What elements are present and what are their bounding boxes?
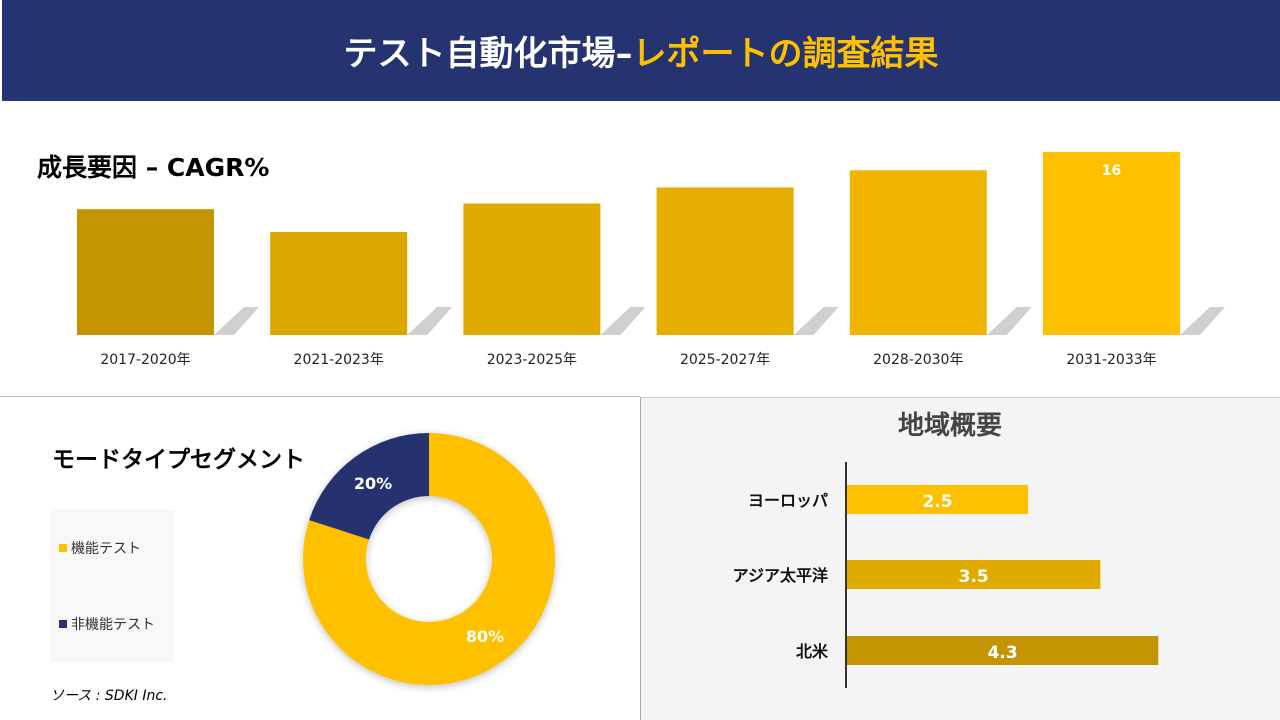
x-tick-label: 2023-2025年 (487, 352, 577, 368)
x-tick-label: 2021-2023年 (294, 352, 384, 368)
region-bar (847, 636, 1159, 665)
legend-swatch (59, 544, 67, 552)
source-note: ソース : SDKI Inc. (50, 688, 168, 704)
bar-data-label: 2.5 (922, 492, 952, 512)
x-tick-label: 2031-2033年 (1066, 352, 1156, 368)
region-bar (847, 485, 1028, 514)
cagr-bar (656, 187, 794, 335)
cagr-bar (77, 209, 214, 335)
donut-legend: 機能テスト 非機能テスト (50, 509, 175, 662)
y-tick-label: 北米 (796, 642, 829, 661)
x-tick-label: 2017-2020年 (100, 352, 190, 368)
legend-label: 非機能テスト (71, 617, 155, 633)
bar-shadow (793, 307, 839, 335)
slice-data-label: 20% (354, 474, 392, 493)
mode-title: モードタイプセグメント (52, 447, 305, 473)
legend-swatch (59, 620, 67, 628)
cagr-bar (1043, 152, 1180, 335)
mode-donut-chart: 80% 20% (303, 433, 555, 685)
bar-data-label: 4.3 (988, 643, 1018, 663)
bar-shadow (214, 307, 259, 335)
cagr-bar-chart: 2017-2020年 2021-2023年 2023-2025年 2025-2027年… (77, 152, 1225, 368)
cagr-title: 成長要因 – CAGR% (37, 153, 270, 182)
cagr-bar (463, 203, 601, 335)
cagr-bar (849, 170, 987, 335)
header-title-highlight: レポートの調査結果 (632, 34, 939, 74)
donut-slice (309, 433, 429, 540)
bar-data-label: 3.5 (959, 567, 989, 587)
bar-data-label: 16 (1102, 163, 1121, 179)
bar-shadow (986, 307, 1032, 335)
region-panel (640, 397, 1280, 720)
legend-item: 非機能テスト (59, 614, 155, 634)
bar-shadow (600, 307, 646, 335)
x-tick-label: 2028-2030年 (873, 352, 963, 368)
y-tick-label: ヨーロッパ (748, 491, 828, 510)
header-title: テスト自動化市場– (343, 34, 633, 74)
bar-shadow (407, 307, 453, 335)
divider (0, 396, 640, 397)
cagr-bar (270, 232, 408, 335)
donut-slice (303, 433, 555, 685)
bar-shadow (1180, 307, 1225, 335)
region-bar-chart: 2.5 ヨーロッパ 3.5 アジア太平洋 4.3 北米 (733, 462, 1159, 688)
region-bar (847, 560, 1101, 589)
legend-item: 機能テスト (59, 538, 141, 558)
y-tick-label: アジア太平洋 (733, 566, 828, 585)
report-header: テスト自動化市場– レポートの調査結果 (2, 0, 1280, 101)
legend-label: 機能テスト (71, 541, 141, 557)
donut-group (303, 433, 555, 685)
region-title: 地域概要 (897, 411, 1002, 441)
x-tick-label: 2025-2027年 (680, 352, 770, 368)
slice-data-label: 80% (466, 627, 504, 646)
